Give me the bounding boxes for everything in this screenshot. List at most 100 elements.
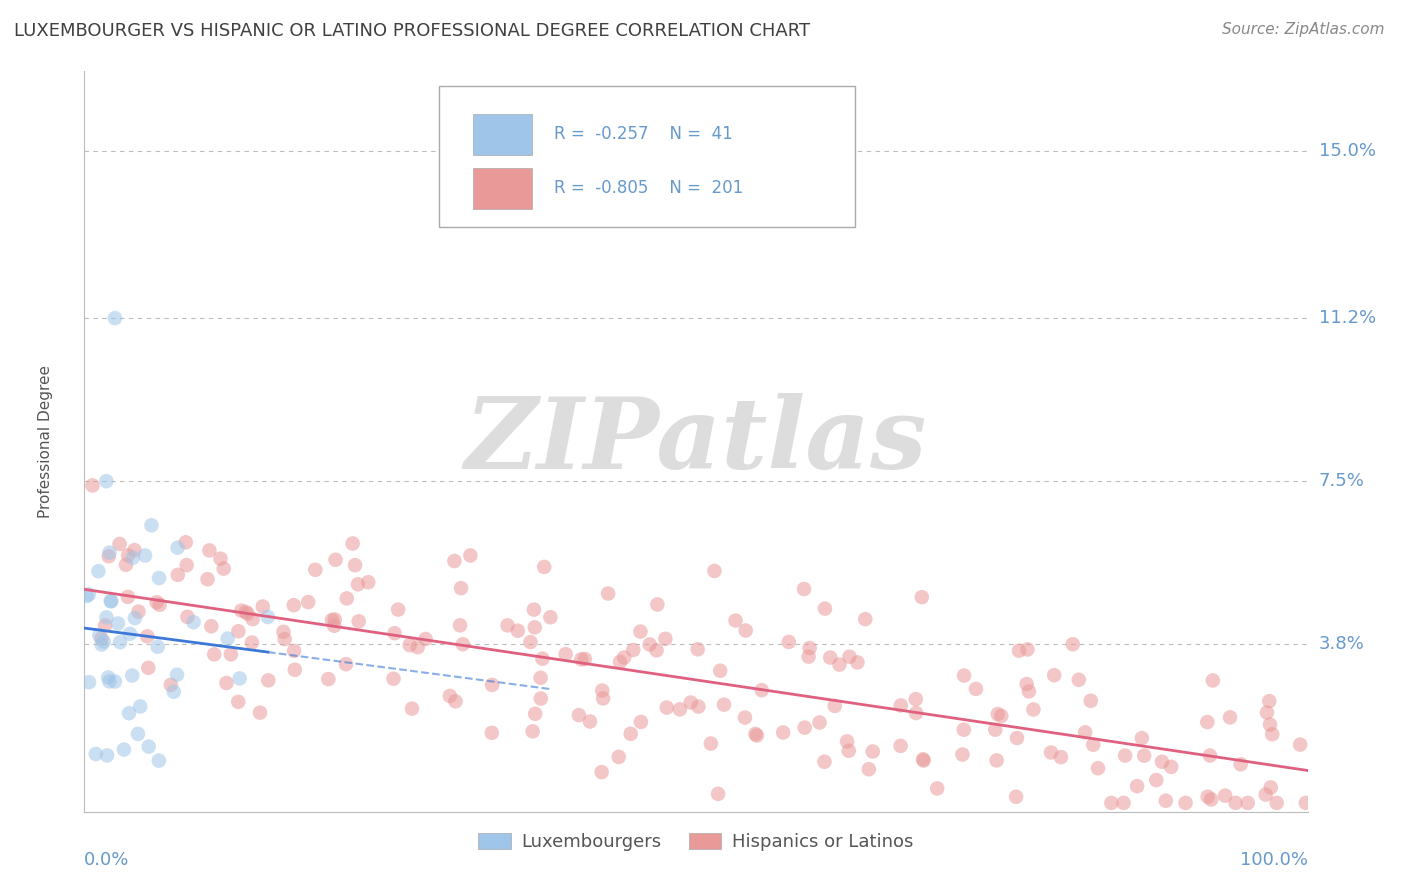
Point: [87, 564, 110, 578]
Point: [574, 652, 596, 666]
Point: [598, 586, 620, 600]
Point: [104, 311, 127, 326]
Point: [862, 744, 884, 758]
Point: [118, 706, 141, 721]
Point: [228, 624, 250, 639]
Point: [744, 727, 766, 741]
Text: 15.0%: 15.0%: [1319, 142, 1375, 160]
Point: [890, 698, 912, 713]
Point: [568, 708, 591, 723]
Point: [952, 747, 974, 762]
Point: [953, 723, 976, 737]
Point: [444, 694, 467, 708]
Point: [347, 614, 370, 628]
Point: [228, 672, 250, 686]
Point: [1080, 694, 1102, 708]
Point: [124, 543, 146, 558]
Point: [911, 590, 934, 604]
Point: [669, 702, 692, 716]
Point: [1017, 642, 1039, 657]
Point: [531, 651, 554, 665]
Point: [387, 602, 409, 616]
Point: [335, 657, 357, 672]
Point: [231, 604, 253, 618]
Point: [1008, 643, 1031, 657]
Point: [734, 710, 756, 724]
Point: [858, 762, 880, 776]
Point: [117, 549, 139, 563]
Point: [226, 695, 249, 709]
Point: [530, 691, 553, 706]
Point: [138, 739, 160, 754]
Point: [163, 684, 186, 698]
Point: [846, 656, 869, 670]
Point: [198, 543, 221, 558]
Point: [450, 581, 472, 595]
Point: [108, 635, 131, 649]
Point: [1258, 694, 1281, 708]
Point: [630, 714, 652, 729]
Point: [709, 664, 731, 678]
Point: [97, 670, 120, 684]
Point: [115, 558, 138, 572]
Point: [647, 598, 669, 612]
Point: [686, 642, 709, 657]
Point: [533, 560, 555, 574]
Point: [890, 739, 912, 753]
Point: [94, 618, 117, 632]
Text: 11.2%: 11.2%: [1319, 310, 1376, 327]
Point: [1213, 789, 1236, 803]
Point: [984, 723, 1007, 737]
Point: [703, 564, 725, 578]
Point: [108, 537, 131, 551]
Text: 100.0%: 100.0%: [1240, 851, 1308, 869]
Point: [90, 638, 112, 652]
Point: [166, 567, 188, 582]
Point: [1236, 796, 1258, 810]
Point: [344, 558, 367, 573]
Point: [1199, 792, 1222, 806]
Point: [713, 698, 735, 712]
Point: [215, 676, 238, 690]
Point: [506, 624, 529, 638]
Point: [481, 726, 503, 740]
Point: [460, 549, 482, 563]
Point: [323, 619, 346, 633]
Point: [912, 754, 935, 768]
Point: [607, 750, 630, 764]
Point: [707, 787, 730, 801]
Point: [1258, 717, 1281, 731]
Point: [321, 613, 343, 627]
Point: [449, 618, 471, 632]
Point: [415, 632, 437, 646]
Point: [1112, 796, 1135, 810]
Point: [134, 549, 156, 563]
Point: [235, 605, 257, 619]
Point: [77, 587, 100, 601]
Text: R =  -0.805    N =  201: R = -0.805 N = 201: [554, 179, 744, 197]
Point: [336, 591, 359, 606]
Point: [569, 652, 592, 666]
Point: [89, 628, 111, 642]
Point: [240, 635, 263, 649]
Point: [953, 668, 976, 682]
Point: [82, 478, 104, 492]
Point: [304, 563, 326, 577]
Point: [1261, 727, 1284, 741]
Point: [118, 627, 141, 641]
Point: [1160, 760, 1182, 774]
Point: [538, 610, 561, 624]
Point: [1130, 731, 1153, 745]
Point: [824, 698, 846, 713]
Point: [96, 474, 118, 488]
Point: [212, 561, 235, 575]
Point: [1225, 796, 1247, 810]
Point: [1150, 755, 1173, 769]
Point: [1114, 748, 1136, 763]
Point: [679, 696, 702, 710]
Point: [1174, 796, 1197, 810]
Point: [853, 612, 876, 626]
Point: [257, 673, 280, 688]
Text: 7.5%: 7.5%: [1319, 472, 1365, 491]
Point: [384, 626, 406, 640]
